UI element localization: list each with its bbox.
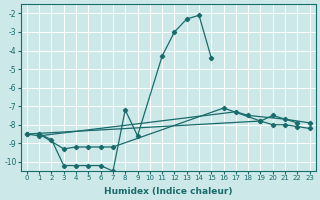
X-axis label: Humidex (Indice chaleur): Humidex (Indice chaleur) xyxy=(104,187,233,196)
